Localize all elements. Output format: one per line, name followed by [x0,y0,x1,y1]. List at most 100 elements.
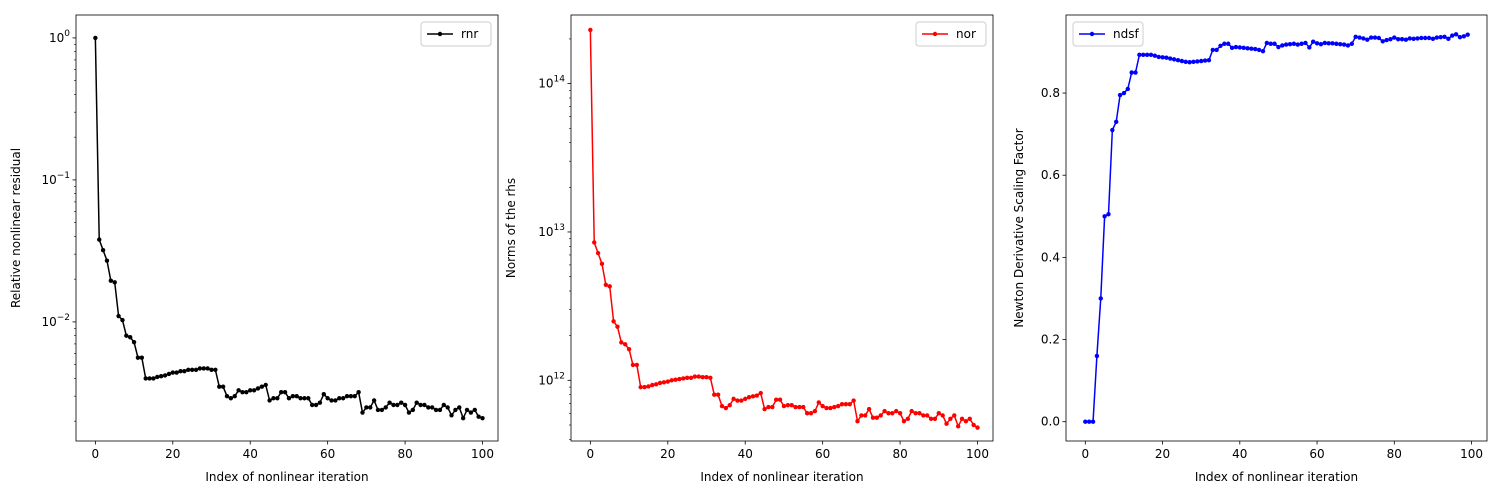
data-point-nor [603,282,609,288]
data-point-rnr [348,393,354,399]
data-point-rnr [255,386,261,391]
data-point-nor [944,421,949,426]
data-point-nor [812,408,818,414]
data-point-nor [963,419,969,424]
data-point-nor [851,398,856,403]
data-point-ndsf [1461,34,1467,39]
data-point-rnr [426,405,431,410]
data-point-nor [820,403,825,409]
data-point-rnr [139,355,145,360]
data-point-ndsf [1090,419,1096,424]
data-point-ndsf [1272,41,1277,46]
x-tick-label: 100 [1460,447,1483,461]
data-point-ndsf [1260,48,1266,54]
data-point-nor [719,403,725,409]
data-point-nor [863,413,868,418]
data-point-ndsf [1338,41,1343,47]
data-point-ndsf [1357,35,1362,40]
x-tick-label: 100 [966,447,989,461]
data-point-nor [948,416,953,422]
data-point-rnr [248,388,253,393]
x-tick-label: 20 [165,447,180,461]
legend-box [915,21,987,47]
y-tick-label: 1013 [538,223,565,239]
data-point-nor [832,404,837,410]
data-point-nor [905,416,911,422]
data-point-nor [731,396,736,402]
x-tick-label: 100 [471,447,494,461]
data-point-nor [692,374,698,379]
data-point-nor [696,374,701,379]
data-point-ndsf [1117,92,1123,98]
data-point-nor [828,405,833,411]
y-axis-label: Norms of the rhs [504,178,518,278]
data-point-rnr [418,402,423,408]
data-point-nor [870,415,876,420]
data-point-rnr [182,368,187,374]
data-point-nor [673,377,678,382]
data-point-nor [835,403,841,409]
data-point-rnr [302,396,307,401]
data-point-rnr [344,393,350,399]
data-point-ndsf [1446,36,1451,42]
data-point-ndsf [1303,40,1308,46]
data-point-nor [739,398,744,403]
data-point-rnr [201,366,206,371]
data-point-nor [653,382,659,387]
data-point-rnr [464,407,470,413]
data-point-rnr [220,384,226,389]
data-point-ndsf [1434,35,1439,40]
data-point-ndsf [1403,37,1409,42]
data-point-nor [669,378,674,383]
data-point-nor [847,402,852,407]
data-point-ndsf [1160,55,1165,60]
data-point-rnr [329,398,334,403]
data-point-rnr [193,367,199,372]
data-point-rnr [379,407,385,413]
data-point-rnr [356,389,361,395]
data-point-rnr [213,367,218,372]
data-point-ndsf [1365,37,1370,42]
data-point-ndsf [1210,47,1215,53]
data-point-nor [615,324,620,329]
data-point-nor [901,419,907,424]
data-point-rnr [286,396,292,401]
data-point-ndsf [1114,119,1119,125]
axes-frame [1065,14,1488,442]
data-point-rnr [240,389,245,395]
data-point-nor [762,406,767,412]
data-point-rnr [406,410,412,415]
data-point-nor [665,379,670,384]
y-tick-label: 1012 [538,371,565,387]
data-point-ndsf [1341,42,1347,47]
subplot-relative-nonlinear-residual: 0 20 40 60 80 100 10−2 10−1 100 Index of nonlinea… [9,14,499,484]
data-point-nor [723,405,729,411]
data-point-ndsf [1361,36,1366,41]
data-point-rnr [476,414,481,419]
data-point-nor [607,284,612,289]
data-point-rnr [263,382,268,388]
y-tick-label: 0.4 [1041,250,1060,264]
data-point-nor [952,413,957,418]
legend: nor [915,21,987,47]
data-point-ndsf [1179,58,1185,64]
data-point-ndsf [1399,37,1405,42]
x-tick-label: 60 [320,447,335,461]
data-point-nor [894,408,899,414]
data-point-nor [677,376,682,382]
data-point-rnr [228,396,234,401]
data-point-ndsf [1411,36,1416,42]
data-point-ndsf [1276,44,1281,50]
data-point-nor [874,415,880,420]
data-point-nor [967,416,972,422]
data-point-rnr [410,407,416,413]
x-tick-label: 20 [1155,447,1170,461]
data-point-nor [650,382,655,388]
data-point-nor [955,424,961,429]
data-point-rnr [97,237,102,242]
data-point-rnr [298,396,303,401]
data-point-ndsf [1094,353,1100,359]
data-point-ndsf [1442,34,1447,39]
data-point-ndsf [1195,59,1200,64]
